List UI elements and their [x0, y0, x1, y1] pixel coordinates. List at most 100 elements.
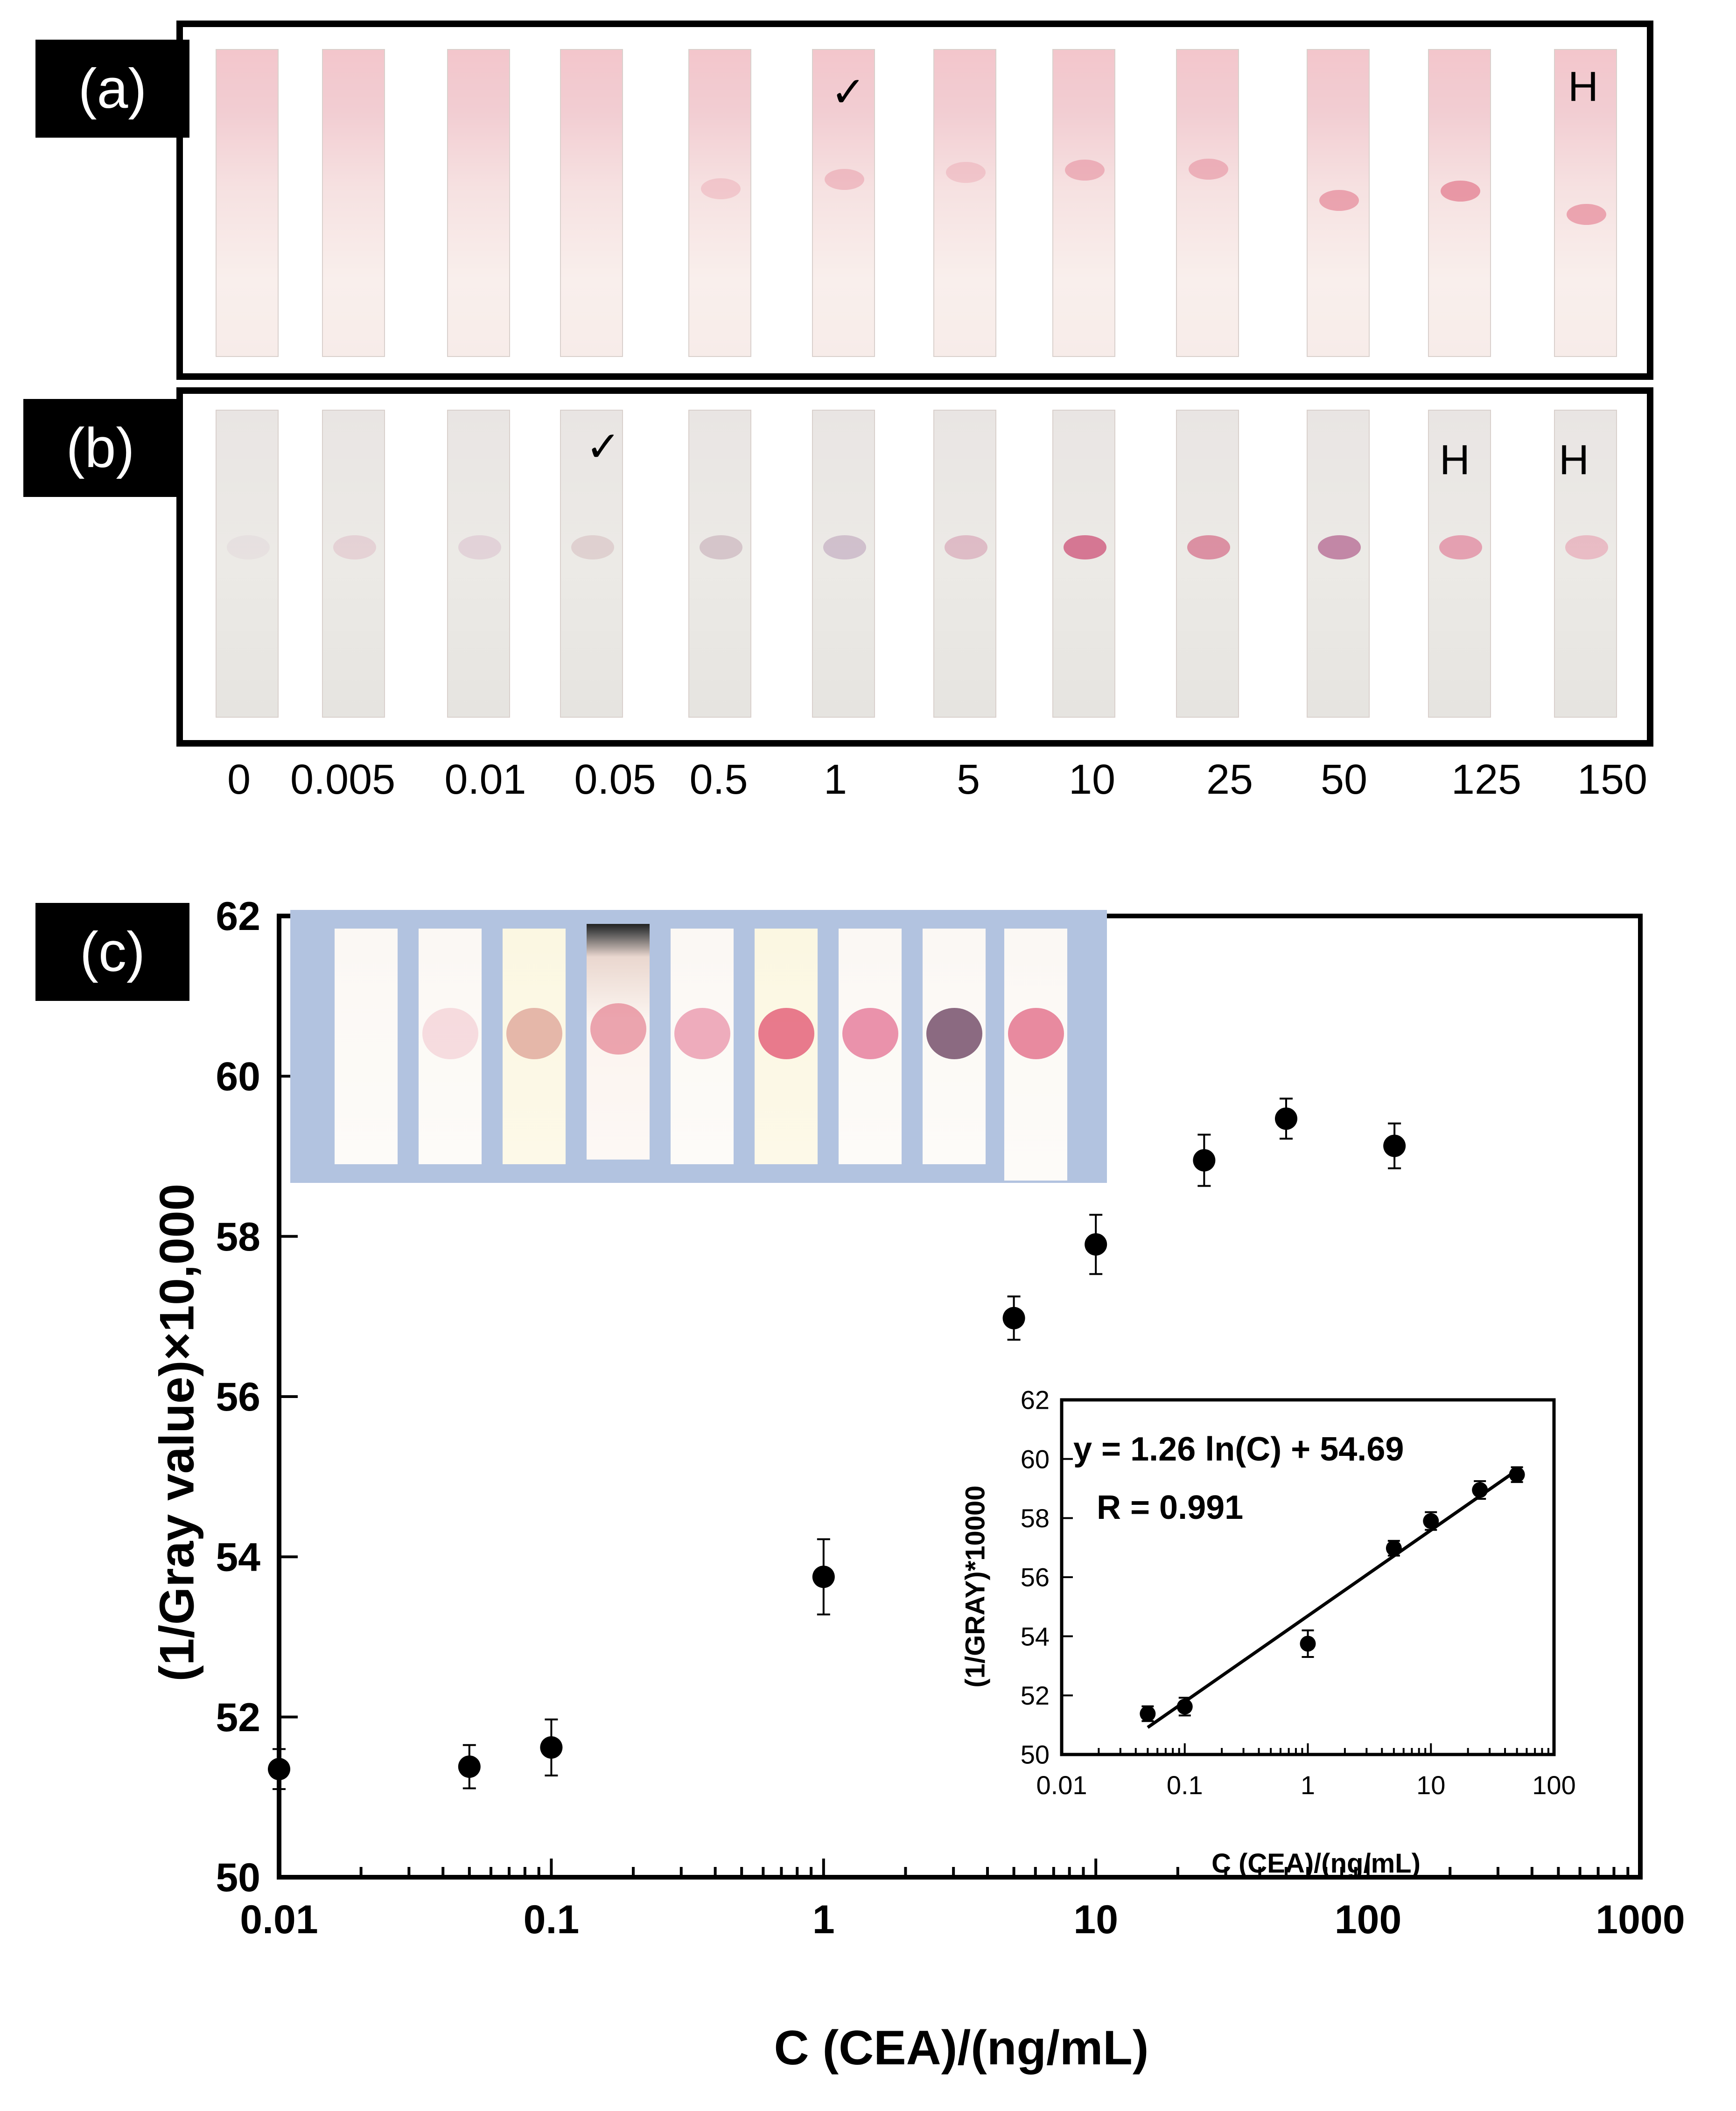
strip-marker-b-hook-1: H: [1440, 437, 1470, 483]
data-point: [812, 1566, 835, 1588]
test-line-spot: [1319, 190, 1359, 211]
concentration-label: 1: [823, 756, 847, 803]
main-y-axis-title: (1/Gray value)×10,000: [150, 1183, 204, 1682]
test-strip-b: [933, 410, 996, 718]
x-tick-label: 10: [1073, 1897, 1118, 1942]
inset-test-spot: [674, 1008, 730, 1059]
inset-x-axis-title: C (CEA)/(ng/mL): [1211, 1848, 1421, 1879]
fit-r-value: R = 0.991: [1097, 1489, 1244, 1526]
concentration-label: 0.5: [689, 756, 748, 803]
inset-test-spot: [842, 1008, 898, 1059]
test-line-spot: [1065, 160, 1105, 181]
test-line-spot: [945, 535, 987, 559]
strip-marker-b-hook-2: H: [1559, 437, 1589, 483]
x-tick-label: 1: [812, 1897, 835, 1942]
inset-test-strip: [335, 929, 398, 1164]
test-line-spot: [1565, 535, 1608, 559]
test-line-spot: [1064, 535, 1106, 559]
data-point: [1002, 1307, 1025, 1329]
concentration-label: 125: [1451, 756, 1522, 803]
test-strip-b: [447, 410, 510, 718]
inset-strip-photo: [290, 910, 1107, 1183]
test-line-spot: [227, 535, 270, 559]
inset-test-spot: [758, 1008, 814, 1059]
test-strip-a: [322, 49, 385, 357]
test-line-spot: [333, 535, 376, 559]
y-tick-label: 56: [216, 1375, 260, 1419]
concentration-label: 150: [1577, 756, 1648, 803]
panel-c-label: (c): [35, 903, 189, 1001]
panel-b-frame: [176, 387, 1653, 747]
test-strip-a: [1307, 49, 1370, 357]
concentration-label: 5: [956, 756, 980, 803]
test-line-spot: [458, 535, 501, 559]
test-strip-a: [688, 49, 751, 357]
inset-test-spot: [590, 1003, 646, 1055]
x-tick-label: 1000: [1596, 1897, 1685, 1942]
x-tick-label: 0.1: [524, 1897, 580, 1942]
y-tick-label: 58: [216, 1215, 260, 1259]
test-line-spot: [1441, 181, 1480, 202]
inset-test-strip: [755, 929, 818, 1164]
inset-test-strip: [671, 929, 734, 1164]
concentration-label: 50: [1320, 756, 1368, 803]
strip-marker-a-hook: H: [1568, 63, 1598, 110]
data-point: [1383, 1134, 1406, 1157]
test-strip-a: [447, 49, 510, 357]
test-line-spot: [823, 535, 866, 559]
data-point: [1085, 1233, 1107, 1256]
test-strip-a: [560, 49, 623, 357]
test-line-spot: [701, 178, 741, 199]
test-strip-b: [216, 410, 279, 718]
concentration-label: 25: [1206, 756, 1253, 803]
data-point: [540, 1736, 563, 1759]
test-line-spot: [700, 535, 742, 559]
inset-test-strip: [923, 929, 986, 1164]
concentration-label: 0.05: [574, 756, 656, 803]
panel-a-label: (a): [35, 40, 189, 138]
inset-test-spot: [926, 1008, 982, 1059]
test-line-spot: [1189, 159, 1228, 180]
data-point: [268, 1758, 290, 1781]
test-line-spot: [1567, 204, 1606, 225]
strip-marker-b-check: ✓: [586, 424, 621, 470]
test-strip-b: [1176, 410, 1239, 718]
panel-b-label: (b): [23, 399, 177, 497]
test-line-spot: [825, 169, 864, 190]
inset-y-axis-title: (1/GRAY)*10000: [960, 1485, 991, 1688]
test-strip-a: [1052, 49, 1115, 357]
test-strip-a: [933, 49, 996, 357]
inset-test-strip: [503, 929, 566, 1164]
main-x-axis-title: C (CEA)/(ng/mL): [774, 2021, 1149, 2075]
x-tick-label: 100: [1335, 1897, 1402, 1942]
inset-test-strip: [587, 924, 650, 1160]
test-line-spot: [1439, 535, 1482, 559]
inset-test-spot: [506, 1008, 562, 1059]
test-strip-b: [560, 410, 623, 718]
x-tick-label: 0.01: [240, 1897, 318, 1942]
data-point: [1193, 1149, 1216, 1172]
test-strip-a: [216, 49, 279, 357]
inset-test-strip: [1004, 929, 1067, 1181]
main-data-marks: [268, 1097, 1406, 1790]
test-strip-b: [1554, 410, 1617, 718]
concentration-label: 0.01: [444, 756, 526, 803]
test-strip-a: [1176, 49, 1239, 357]
inset-test-strip: [419, 929, 482, 1164]
inset-test-spot: [1008, 1008, 1064, 1059]
y-tick-label: 52: [216, 1695, 260, 1740]
y-tick-label: 60: [216, 1054, 260, 1099]
test-strip-b: [1052, 410, 1115, 718]
test-line-spot: [1318, 535, 1361, 559]
fit-equation: y = 1.26 ln(C) + 54.69: [1073, 1431, 1404, 1468]
test-strip-b: [322, 410, 385, 718]
concentration-label: 0.005: [290, 756, 396, 803]
test-line-spot: [946, 162, 986, 183]
inset-test-spot: [422, 1008, 478, 1059]
inset-test-strip: [839, 929, 902, 1164]
test-line-spot: [1187, 535, 1230, 559]
test-strip-b: [688, 410, 751, 718]
test-strip-a: [1428, 49, 1491, 357]
y-tick-label: 54: [216, 1535, 260, 1580]
